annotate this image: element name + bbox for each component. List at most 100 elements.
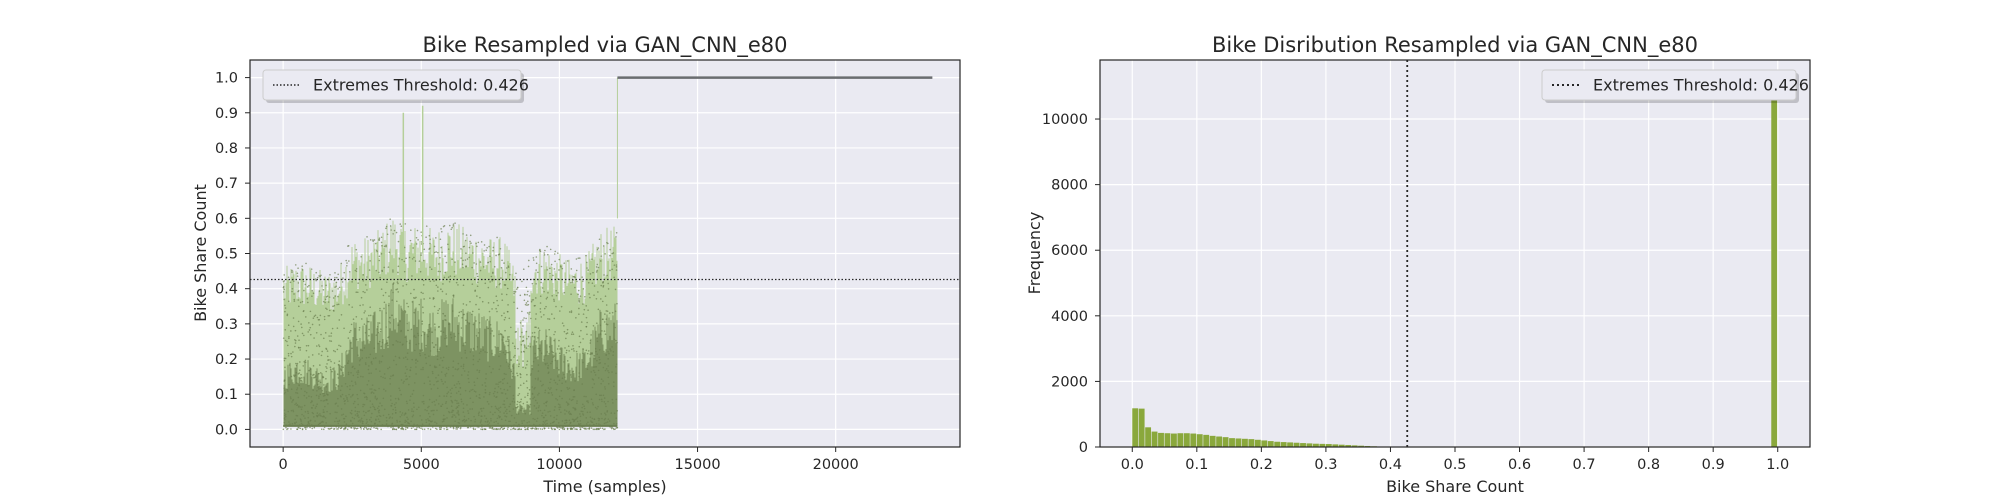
left-sample-point xyxy=(448,323,450,325)
left-sample-point xyxy=(525,330,528,333)
left-sample-point xyxy=(373,239,376,241)
left-sample-point xyxy=(479,269,482,272)
left-sample-point xyxy=(462,259,464,262)
left-sample-point xyxy=(293,293,295,295)
left-sample-point xyxy=(399,411,401,413)
left-sample-point xyxy=(383,301,386,304)
left-sample-point xyxy=(328,309,331,312)
histogram-bar xyxy=(1177,433,1184,447)
left-sample-point xyxy=(387,367,389,370)
left-sample-point xyxy=(304,410,307,413)
left-sample-point xyxy=(282,291,285,293)
left-sample-point xyxy=(574,408,577,411)
left-sample-point xyxy=(368,419,371,421)
left-sample-point xyxy=(554,359,557,362)
left-sample-point xyxy=(507,266,510,269)
left-sample-point xyxy=(398,357,401,359)
left-sample-point xyxy=(376,328,379,330)
left-sample-point xyxy=(570,311,573,314)
left-sample-point xyxy=(415,359,417,362)
left-sample-point xyxy=(518,392,521,395)
left-sample-point xyxy=(482,349,485,351)
left-sample-point xyxy=(435,251,437,253)
left-sample-point xyxy=(409,399,411,401)
left-sample-point xyxy=(583,405,585,408)
left-sample-point xyxy=(299,418,302,420)
left-sample-point xyxy=(412,247,414,249)
left-sample-point xyxy=(546,400,548,403)
left-sample-point xyxy=(309,420,311,422)
left-sample-point xyxy=(379,370,381,372)
left-sample-point xyxy=(360,417,363,420)
left-sample-point xyxy=(592,403,594,406)
left-sample-point xyxy=(322,376,324,379)
left-sample-point xyxy=(429,280,432,283)
left-sample-point xyxy=(304,426,307,429)
left-sample-point xyxy=(569,413,571,415)
left-sample-point xyxy=(311,323,314,326)
left-sample-point xyxy=(340,313,343,316)
left-sample-point xyxy=(326,350,329,352)
left-sample-point xyxy=(379,309,381,312)
left-sample-point xyxy=(561,397,563,400)
left-y-tick-label: 0.7 xyxy=(215,176,238,192)
left-sample-point xyxy=(452,366,454,369)
left-sample-point xyxy=(539,380,542,382)
left-sample-point xyxy=(601,400,603,403)
left-sample-point xyxy=(362,403,364,406)
left-sample-point xyxy=(428,330,431,333)
left-sample-point xyxy=(304,390,306,393)
left-sample-point xyxy=(377,405,380,408)
left-sample-point xyxy=(290,352,292,355)
left-sample-point xyxy=(393,428,396,431)
left-sample-point xyxy=(282,286,285,289)
right-legend-label: Extremes Threshold: 0.426 xyxy=(1593,76,1809,95)
left-sample-point xyxy=(337,426,340,429)
left-sample-point xyxy=(615,231,618,234)
left-sample-point xyxy=(291,287,294,290)
left-sample-point xyxy=(304,359,307,362)
left-sample-point xyxy=(539,311,542,313)
left-sample-point xyxy=(454,261,456,263)
left-sample-point xyxy=(291,401,293,403)
left-sample-point xyxy=(360,428,362,430)
left-sample-point xyxy=(526,421,528,424)
left-sample-point xyxy=(451,310,454,312)
left-sample-point xyxy=(354,381,357,384)
left-sample-point xyxy=(527,265,530,268)
left-sample-point xyxy=(405,279,408,281)
left-sample-point xyxy=(554,381,557,384)
left-sample-point xyxy=(563,428,566,430)
left-sample-point xyxy=(349,419,352,422)
left-sample-point xyxy=(318,353,320,355)
left-sample-point xyxy=(502,382,504,385)
left-sample-point xyxy=(452,409,455,412)
left-sample-point xyxy=(366,320,369,323)
left-sample-point xyxy=(316,412,319,414)
left-sample-point xyxy=(443,395,445,397)
left-sample-point xyxy=(439,428,442,430)
left-sample-point xyxy=(325,393,328,395)
left-sample-point xyxy=(477,241,480,244)
left-sample-point xyxy=(412,297,415,299)
left-sample-point xyxy=(605,405,607,408)
left-sample-point xyxy=(358,411,360,413)
left-sample-point xyxy=(380,288,383,290)
left-sample-point xyxy=(571,281,574,283)
left-sample-point xyxy=(298,384,300,387)
left-sample-point xyxy=(416,360,419,362)
left-sample-point xyxy=(460,365,462,368)
right-y-tick-label: 8000 xyxy=(1051,178,1088,194)
left-sample-point xyxy=(541,428,544,431)
left-sample-point xyxy=(509,403,512,405)
left-sample-point xyxy=(585,305,588,307)
left-sample-point xyxy=(353,427,355,429)
left-sample-point xyxy=(375,249,378,252)
left-sample-point xyxy=(598,423,600,425)
left-sample-point xyxy=(402,382,405,384)
left-sample-point xyxy=(376,325,379,328)
left-sample-point xyxy=(357,416,360,418)
left-sample-point xyxy=(307,331,309,333)
left-sample-point xyxy=(419,414,421,417)
left-sample-point xyxy=(297,267,299,270)
